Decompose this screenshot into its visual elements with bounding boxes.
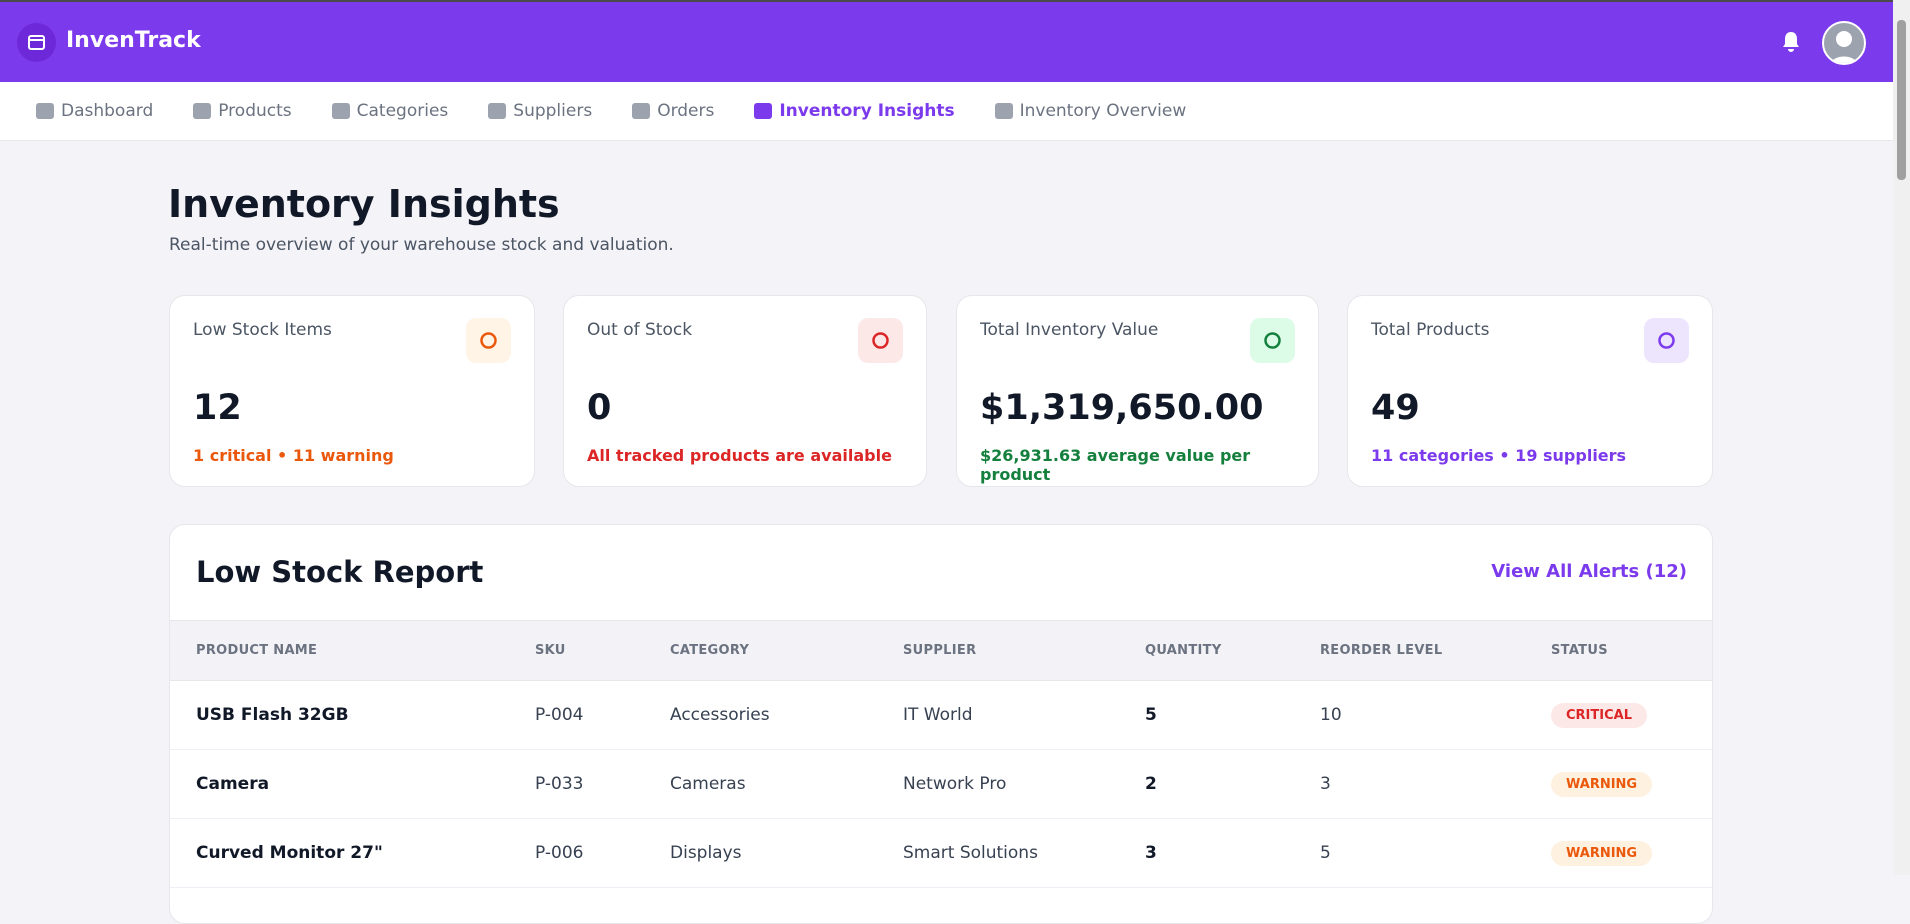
column-header: REORDER LEVEL bbox=[1320, 643, 1443, 658]
table-cell: P-006 bbox=[535, 843, 584, 863]
table-cell: Cameras bbox=[670, 774, 746, 794]
avatar[interactable] bbox=[1822, 21, 1866, 65]
table-row: Curved Monitor 27" P-006 Displays Smart Sol… bbox=[170, 819, 1712, 888]
card-icon bbox=[1250, 318, 1295, 363]
table-cell: 10 bbox=[1320, 705, 1342, 725]
table-cell: Accessories bbox=[670, 705, 770, 725]
card-note: 11 categories • 19 suppliers bbox=[1371, 446, 1627, 465]
nav-item[interactable]: Categories bbox=[331, 101, 449, 121]
card-label: Total Products bbox=[1371, 320, 1490, 340]
stat-card: Low Stock Items 12 1 critical • 11 warning bbox=[169, 295, 535, 487]
notifications[interactable] bbox=[1780, 30, 1802, 54]
column-header: SUPPLIER bbox=[903, 643, 977, 658]
table-cell: Smart Solutions bbox=[903, 843, 1038, 863]
view-alerts-link[interactable]: View All Alerts (12) bbox=[1491, 561, 1687, 582]
status-pill: WARNING bbox=[1551, 840, 1653, 866]
stat-card: Total Inventory Value $1,319,650.00 $26,93… bbox=[956, 295, 1319, 487]
nav-label: Suppliers bbox=[513, 101, 593, 121]
nav-item[interactable]: Dashboard bbox=[36, 101, 153, 121]
stat-card: Out of Stock 0 All tracked products are av… bbox=[563, 295, 927, 487]
nav-item[interactable]: Suppliers bbox=[488, 101, 592, 121]
table-cell: P-004 bbox=[535, 705, 584, 725]
table-cell: WARNING bbox=[1551, 840, 1712, 866]
card-value: 0 bbox=[587, 388, 612, 428]
card-icon bbox=[466, 318, 511, 363]
nav-label: Inventory Overview bbox=[1019, 101, 1187, 121]
card-label: Low Stock Items bbox=[193, 320, 332, 340]
table-cell: 3 bbox=[1145, 843, 1157, 863]
nav-item[interactable]: Inventory Insights bbox=[754, 101, 955, 121]
table-cell: Displays bbox=[670, 843, 742, 863]
nav-icon bbox=[632, 103, 651, 119]
card-value: 12 bbox=[193, 388, 242, 428]
table-cell: Curved Monitor 27" bbox=[196, 843, 383, 863]
status-pill: WARNING bbox=[1551, 771, 1653, 797]
card-note: All tracked products are available bbox=[587, 446, 892, 465]
page-title: Inventory Insights bbox=[168, 182, 560, 226]
column-header: STATUS bbox=[1551, 643, 1608, 658]
card-label: Total Inventory Value bbox=[980, 320, 1159, 340]
table-cell: USB Flash 32GB bbox=[196, 705, 349, 725]
table-row: USB Flash 32GB P-004 Accessories IT World 5 1… bbox=[170, 681, 1712, 750]
table-cell: Camera bbox=[196, 774, 270, 794]
top-bar: InvenTrack bbox=[0, 0, 1893, 82]
table-cell: Network Pro bbox=[903, 774, 1007, 794]
nav-item[interactable]: Inventory Overview bbox=[994, 101, 1187, 121]
table-header: PRODUCT NAME SKU CATEGORY SUPPLIER QUANTITY R… bbox=[170, 620, 1712, 681]
nav-icon bbox=[36, 103, 54, 119]
nav-label: Inventory Insights bbox=[779, 101, 955, 121]
nav-icon bbox=[994, 103, 1013, 119]
nav-label: Categories bbox=[356, 101, 449, 121]
nav-item[interactable]: Products bbox=[193, 101, 292, 121]
table-cell: 3 bbox=[1320, 774, 1331, 794]
table-cell: IT World bbox=[903, 705, 973, 725]
report-title: Low Stock Report bbox=[196, 555, 484, 589]
card-icon bbox=[858, 318, 903, 363]
table-cell: 5 bbox=[1145, 705, 1157, 725]
nav-label: Products bbox=[218, 101, 292, 121]
card-value: $1,319,650.00 bbox=[980, 388, 1264, 428]
card-note: 1 critical • 11 warning bbox=[193, 446, 394, 465]
column-header: SKU bbox=[535, 643, 566, 658]
column-header: QUANTITY bbox=[1145, 643, 1222, 658]
table-cell: WARNING bbox=[1551, 771, 1712, 797]
nav-label: Dashboard bbox=[61, 101, 154, 121]
table-cell: 2 bbox=[1145, 774, 1157, 794]
brand[interactable]: InvenTrack bbox=[66, 28, 201, 53]
nav-item[interactable]: Orders bbox=[632, 101, 714, 121]
nav-icon bbox=[488, 103, 507, 119]
report-card: Low Stock Report View All Alerts (12) PR… bbox=[169, 524, 1713, 924]
card-note: $26,931.63 average value per product bbox=[980, 446, 1251, 484]
nav-bar: Dashboard Products Categories Suppliers Orde… bbox=[0, 82, 1893, 141]
column-header: CATEGORY bbox=[670, 643, 750, 658]
table-cell: 5 bbox=[1320, 843, 1331, 863]
table-cell: CRITICAL bbox=[1551, 702, 1712, 728]
card-label: Out of Stock bbox=[587, 320, 693, 340]
nav-icon bbox=[754, 103, 773, 119]
status-pill: CRITICAL bbox=[1551, 702, 1647, 728]
table-row: Camera P-033 Cameras Network Pro 2 3 WARNING bbox=[170, 750, 1712, 819]
table-cell: P-033 bbox=[535, 774, 584, 794]
nav-label: Orders bbox=[657, 101, 715, 121]
card-icon bbox=[1644, 318, 1689, 363]
nav-icon bbox=[193, 103, 212, 119]
logo[interactable] bbox=[17, 23, 56, 62]
nav-icon bbox=[331, 103, 350, 119]
column-header: PRODUCT NAME bbox=[196, 643, 318, 658]
scrollbar[interactable] bbox=[1893, 0, 1910, 875]
page-subtitle: Real-time overview of your warehouse sto… bbox=[169, 235, 674, 255]
stat-card: Total Products 49 11 categories • 19 suppl… bbox=[1347, 295, 1713, 487]
card-value: 49 bbox=[1371, 388, 1420, 428]
